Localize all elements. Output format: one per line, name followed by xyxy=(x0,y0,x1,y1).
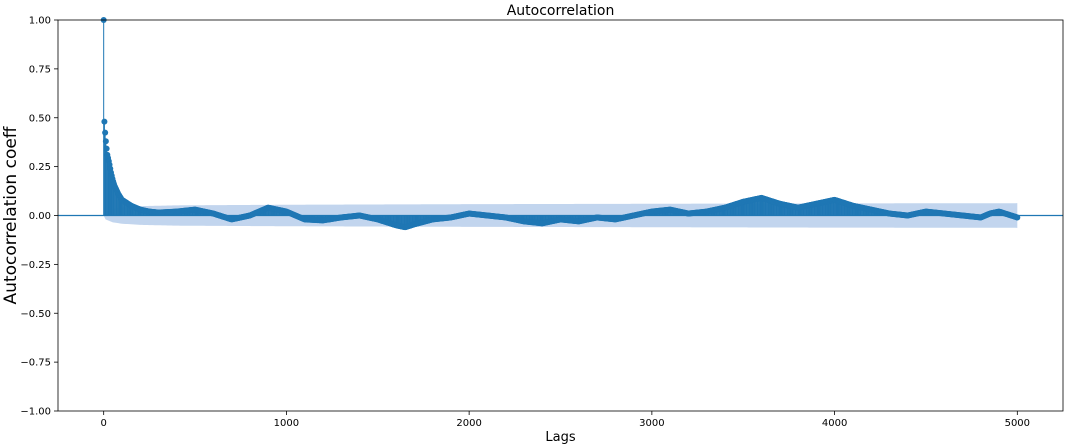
acf-point xyxy=(101,118,108,125)
y-tick-label: 0.25 xyxy=(29,162,51,173)
x-axis: 0 1000 2000 3000 4000 5000 xyxy=(100,411,1030,429)
x-tick-label: 4000 xyxy=(822,418,847,429)
markers-layer xyxy=(100,17,1021,231)
y-tick-label: 0.00 xyxy=(29,211,51,222)
x-tick-label: 2000 xyxy=(456,418,481,429)
x-axis-label: Lags xyxy=(545,430,575,445)
x-tick-label: 5000 xyxy=(1005,418,1030,429)
chart-title: Autocorrelation xyxy=(507,3,615,19)
stems-layer xyxy=(103,20,1018,228)
y-axis: −1.00 −0.75 −0.50 −0.25 0.00 0.25 0.50 0.75 1.00 xyxy=(20,16,58,418)
x-tick-label: 3000 xyxy=(639,418,664,429)
acf-point xyxy=(103,145,110,152)
x-tick-label: 0 xyxy=(100,418,106,429)
y-tick-label: 1.00 xyxy=(29,16,51,27)
acf-point xyxy=(102,138,109,145)
y-tick-label: −0.50 xyxy=(20,309,51,320)
y-tick-label: −0.75 xyxy=(20,358,51,369)
y-tick-label: −1.00 xyxy=(20,407,51,418)
y-axis-label: Autocorrelation coeff xyxy=(1,125,21,304)
x-tick-label: 1000 xyxy=(274,418,299,429)
acf-point xyxy=(102,129,109,136)
y-tick-label: 0.50 xyxy=(29,113,51,124)
y-tick-label: 0.75 xyxy=(29,64,51,75)
y-tick-label: −0.25 xyxy=(20,260,51,271)
